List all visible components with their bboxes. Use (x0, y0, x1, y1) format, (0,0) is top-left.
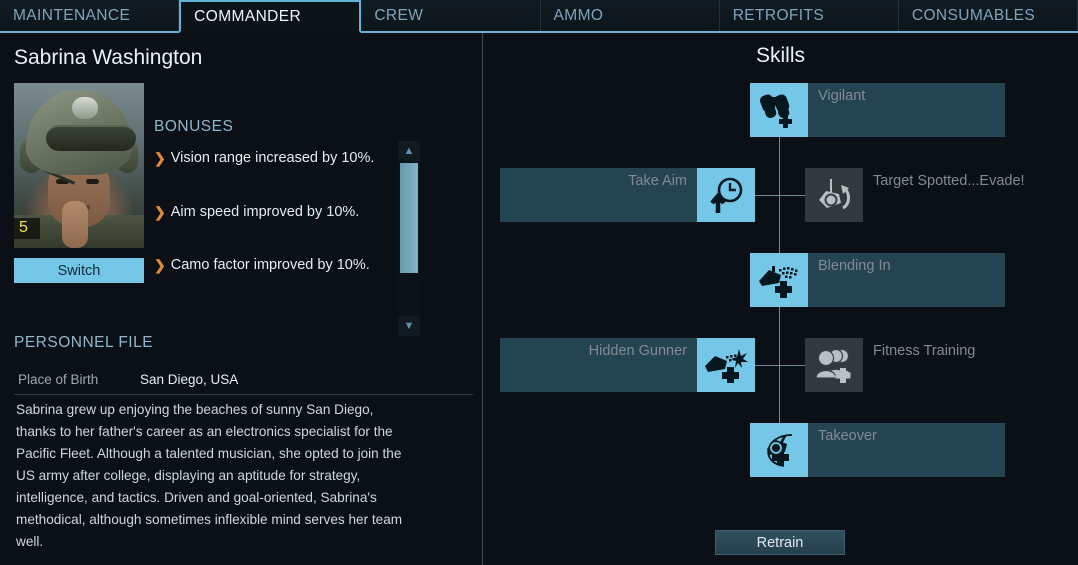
retrain-button-label: Retrain (756, 534, 804, 551)
portrait-helmet (26, 89, 136, 175)
skill-row-hidden-gunner[interactable]: Hidden Gunner (500, 338, 755, 392)
portrait-eye-right (86, 179, 99, 184)
switch-button[interactable]: Switch (14, 258, 144, 283)
commander-level-badge: 5 (14, 218, 40, 240)
skill-label: Take Aim (628, 173, 687, 189)
skill-connector-horizontal (723, 365, 863, 366)
personnel-file-divider (14, 394, 473, 395)
commander-portrait[interactable]: 5 (14, 83, 144, 248)
skill-label: Fitness Training (873, 343, 976, 359)
chevron-up-glyph: ▲ (403, 145, 415, 157)
tank-circle-plus-icon[interactable] (750, 423, 808, 477)
binoculars-plus-icon[interactable] (750, 83, 808, 137)
portrait-eye-left (56, 179, 69, 184)
skill-label: Blending In (818, 258, 891, 274)
bonus-text: Camo factor improved by 10%. (170, 257, 370, 273)
tab-maintenance[interactable]: MAINTENANCE (0, 0, 180, 31)
crew-group-plus-icon[interactable] (805, 338, 863, 392)
bonus-text: Aim speed improved by 10%. (170, 204, 360, 220)
chevron-right-icon: ❯ (154, 150, 166, 166)
skills-panel: Skills Vig (483, 33, 1078, 565)
personnel-file-heading: PERSONNEL FILE (14, 334, 154, 351)
tab-label: CREW (374, 6, 424, 24)
skills-heading: Skills (755, 44, 805, 67)
retrain-button[interactable]: Retrain (715, 530, 845, 555)
switch-button-label: Switch (57, 262, 101, 279)
tab-label: CONSUMABLES (911, 6, 1036, 24)
tab-commander[interactable]: COMMANDER (179, 0, 362, 33)
bonus-item: ❯ Camo factor improved by 10%. (154, 257, 370, 273)
bonus-item: ❯ Aim speed improved by 10%. (154, 204, 359, 220)
portrait-goggles (46, 125, 136, 151)
place-of-birth-value: San Diego, USA (140, 372, 239, 387)
tab-ammo[interactable]: AMMO (540, 0, 720, 31)
tab-label: COMMANDER (194, 7, 302, 25)
panel-divider (482, 33, 483, 565)
clock-arrow-up-icon[interactable] (697, 168, 755, 222)
scroll-down-arrow-icon[interactable]: ▼ (398, 316, 420, 336)
skill-row-target-spotted-evade[interactable]: Target Spotted...Evade! (805, 168, 1060, 222)
tank-firing-plus-icon[interactable] (697, 338, 755, 392)
portrait-hand (62, 201, 88, 248)
skill-row-fitness-training[interactable]: Fitness Training (805, 338, 1060, 392)
content-area: Sabrina Washington 5 Switch BONUSES ❯ Vi… (0, 33, 1078, 565)
tab-label: AMMO (553, 6, 604, 24)
skill-label: Vigilant (818, 88, 866, 104)
tab-label: RETROFITS (732, 6, 825, 24)
tab-retrofits[interactable]: RETROFITS (719, 0, 899, 31)
commander-panel: Sabrina Washington 5 Switch BONUSES ❯ Vi… (0, 33, 482, 565)
skill-row-vigilant[interactable]: Vigilant (750, 83, 1005, 137)
tank-antenna-turn-icon[interactable] (805, 168, 863, 222)
tab-consumables[interactable]: CONSUMABLES (898, 0, 1078, 31)
tank-camo-plus-icon[interactable] (750, 253, 808, 307)
tab-label: MAINTENANCE (13, 6, 131, 24)
bonuses-heading: BONUSES (154, 118, 234, 135)
skill-label: Hidden Gunner (588, 343, 687, 359)
chevron-right-icon: ❯ (154, 204, 166, 220)
commander-biography: Sabrina grew up enjoying the beaches of … (16, 402, 403, 550)
place-of-birth-label: Place of Birth (18, 372, 99, 387)
bonus-text: Vision range increased by 10%. (170, 150, 375, 166)
tab-crew[interactable]: CREW (361, 0, 541, 31)
portrait-goggle-lens (72, 97, 98, 119)
skill-row-blending-in[interactable]: Blending In (750, 253, 1005, 307)
bonuses-scrollbar-thumb[interactable] (400, 163, 418, 273)
skill-label: Takeover (818, 428, 877, 444)
commander-name: Sabrina Washington (14, 46, 203, 69)
skill-row-take-aim[interactable]: Take Aim (500, 168, 755, 222)
scroll-up-arrow-icon[interactable]: ▲ (398, 141, 420, 161)
main-tab-bar: MAINTENANCE COMMANDER CREW AMMO RETROFIT… (0, 0, 1078, 33)
chevron-down-glyph: ▼ (403, 320, 415, 332)
chevron-right-icon: ❯ (154, 257, 166, 273)
bonus-item: ❯ Vision range increased by 10%. (154, 150, 374, 166)
skill-row-takeover[interactable]: Takeover (750, 423, 1005, 477)
skill-label: Target Spotted...Evade! (873, 173, 1025, 189)
skill-connector-horizontal (723, 195, 863, 196)
